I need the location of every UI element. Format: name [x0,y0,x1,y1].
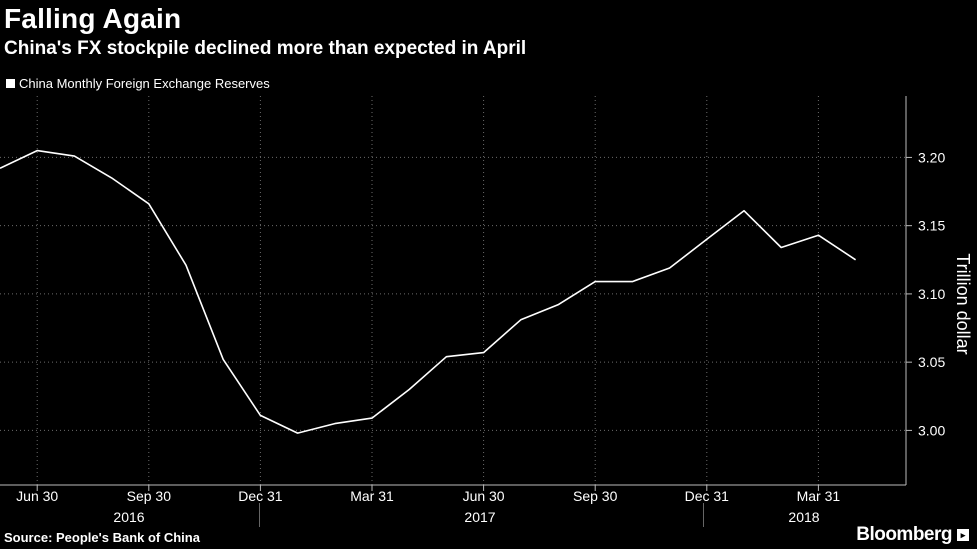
legend-label: China Monthly Foreign Exchange Reserves [19,76,270,91]
x-tick-label: Sep 30 [127,488,172,504]
axes [0,96,912,527]
y-tick-label: 3.00 [918,422,945,438]
x-tick-label: Dec 31 [685,488,730,504]
source-note: Source: People's Bank of China [4,530,200,545]
bloomberg-logo: Bloomberg [856,524,952,545]
y-tick-label: 3.15 [918,218,945,234]
x-tick-label: Jun 30 [463,488,505,504]
year-label: 2018 [788,509,819,525]
legend: China Monthly Foreign Exchange Reserves [6,76,270,91]
series-group [0,149,857,434]
y-tick-label: 3.05 [918,354,945,370]
x-tick-label: Jun 30 [16,488,58,504]
y-tick-labels: 3.00 3.05 3.10 3.15 3.20 Trillion dollar [918,149,973,438]
year-label: 2016 [113,509,144,525]
y-axis-title: Trillion dollar [953,253,973,354]
x-tick-labels: Jun 30 Sep 30 Dec 31 Mar 31 Jun 30 Sep 30 Dec … [16,488,840,525]
x-tick-label: Mar 31 [350,488,394,504]
year-label: 2017 [464,509,495,525]
y-tick-label: 3.10 [918,286,945,302]
legend-swatch [6,79,15,88]
x-tick-label: Dec 31 [238,488,283,504]
chart-subtitle: China's FX stockpile declined more than … [4,38,527,59]
x-tick-label: Mar 31 [797,488,841,504]
series-line [0,149,857,434]
gridlines [0,96,906,485]
y-tick-label: 3.20 [918,149,945,165]
x-tick-label: Sep 30 [573,488,618,504]
chart-title: Falling Again [4,3,182,34]
bloomberg-terminal-icon: ▸ [957,529,969,541]
